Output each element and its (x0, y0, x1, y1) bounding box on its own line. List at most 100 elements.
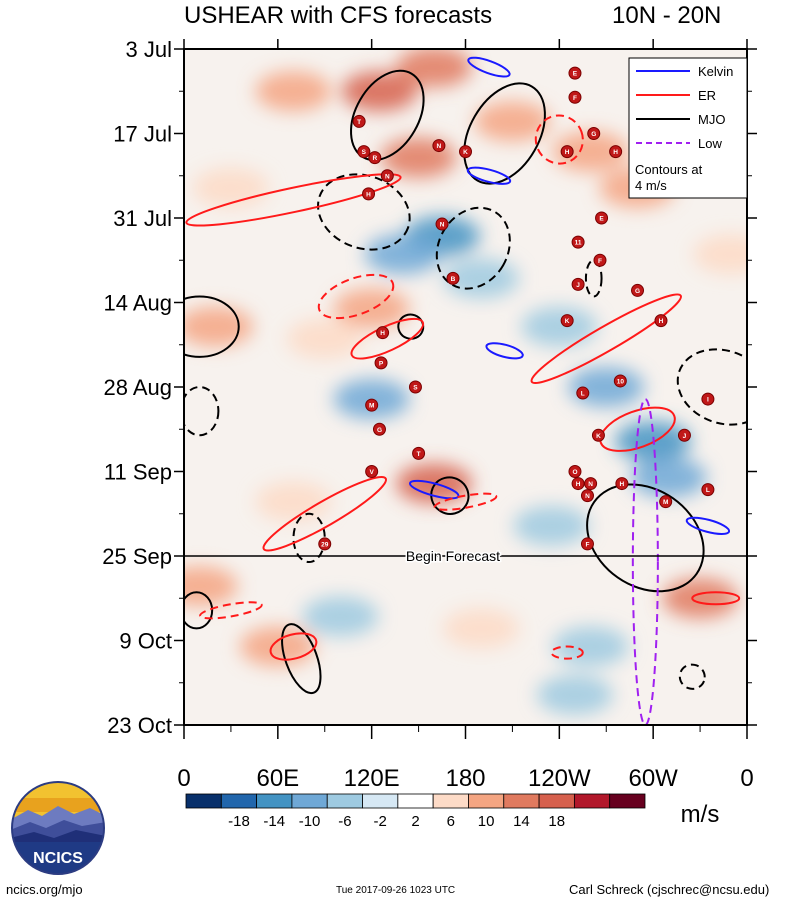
storm-marker-label: K (463, 149, 468, 156)
logo-text: NCICS (33, 850, 83, 867)
storm-marker-label: P (379, 360, 384, 367)
storm-marker: R (368, 151, 382, 165)
storm-marker: H (571, 477, 585, 491)
storm-marker-dot (318, 537, 332, 551)
colorbar-tick-label: -2 (374, 813, 387, 830)
storm-marker-dot (584, 477, 598, 491)
colorbar: -18 -14 -10 -6 -2 2 6 10 14 18 m/s (185, 793, 719, 830)
shading-cell (552, 626, 629, 667)
storm-marker-label: R (372, 155, 377, 162)
colorbar-tick-label: 2 (411, 813, 419, 830)
storm-marker: O (568, 465, 582, 478)
storm-marker-dot (352, 114, 366, 128)
y-axis: 3 Jul 17 Jul 31 Jul 14 Aug 28 Aug 11 Sep 25 Se… (102, 37, 757, 738)
y-tick-label: 9 Oct (119, 629, 172, 654)
storm-marker: F (593, 253, 607, 267)
colorbar-swatch (362, 793, 399, 809)
storm-marker-label: H (366, 191, 371, 198)
storm-marker-label: L (706, 487, 710, 494)
storm-marker: S (408, 380, 422, 394)
storm-marker: F (568, 90, 582, 104)
shading-cell (255, 71, 332, 112)
storm-marker: N (435, 217, 449, 231)
er-contour (534, 114, 584, 165)
storm-marker-label: T (357, 119, 361, 126)
y-tick-label: 25 Sep (102, 544, 172, 569)
colorbar-tick-label: -18 (228, 813, 250, 830)
storm-marker-label: 29 (321, 541, 329, 548)
storm-marker-dot (365, 398, 379, 412)
x-axis: 0 60E 120E 180 120W 60W 0 (177, 39, 754, 792)
storm-marker-dot (701, 392, 715, 406)
region-label: 10N - 20N (612, 2, 722, 29)
storm-marker-label: I (707, 397, 709, 404)
storm-marker-label: V (369, 469, 374, 476)
storm-marker-dot (374, 356, 388, 370)
storm-marker-label: N (437, 143, 442, 150)
legend-label: Low (698, 136, 722, 151)
storm-marker: B (446, 271, 460, 285)
storm-marker-dot (659, 495, 673, 509)
storm-marker-dot (677, 428, 691, 442)
storm-marker: H (362, 187, 376, 201)
storm-marker-label: N (585, 493, 590, 500)
storm-marker-label: E (573, 71, 578, 78)
storm-marker-dot (631, 283, 645, 297)
forecast-start-label: Begin Forecast (406, 548, 500, 564)
storm-marker-dot (568, 465, 582, 478)
shading-cell (536, 674, 613, 715)
mjo-contour (281, 623, 322, 695)
storm-marker: J (571, 277, 585, 291)
storm-marker-dot (701, 483, 715, 497)
storm-marker-dot (459, 145, 472, 159)
mjo-contour (586, 483, 705, 593)
storm-marker-label: M (663, 499, 668, 506)
x-tick-label: 120W (528, 765, 591, 792)
storm-marker-dot (580, 537, 594, 551)
storm-marker-label: H (576, 481, 581, 488)
storm-marker-label: H (380, 330, 385, 337)
shading-cell (630, 457, 707, 498)
x-tick-label: 180 (445, 765, 485, 792)
mjo-contour (676, 348, 747, 426)
footer-author: Carl Schreck (cjschrec@ncsu.edu) (569, 882, 770, 897)
x-tick-label: 0 (177, 765, 190, 792)
storm-marker-dot (560, 314, 574, 328)
storm-marker: M (659, 495, 673, 509)
shading-cell (184, 566, 238, 607)
mjo-contour (184, 386, 220, 437)
storm-marker-dot (357, 145, 371, 159)
storm-marker-dot (380, 169, 394, 183)
shading-cell (513, 505, 590, 546)
storm-marker-label: H (659, 318, 664, 325)
storm-marker-label: B (451, 276, 456, 283)
colorbar-swatch (432, 793, 469, 809)
shading-cell (255, 481, 332, 522)
x-tick-label: 120E (344, 765, 400, 792)
er-contour (433, 492, 498, 511)
storm-marker-label: H (613, 149, 618, 156)
colorbar-tick-label: -14 (263, 813, 285, 830)
colorbar-swatch (503, 793, 540, 809)
storm-marker: N (432, 139, 446, 153)
y-tick-label: 11 Sep (104, 460, 172, 485)
storm-marker: H (615, 477, 629, 491)
storm-marker-label: G (377, 427, 382, 434)
storm-marker: L (701, 483, 715, 497)
mjo-contour (463, 82, 546, 185)
storm-marker: E (568, 66, 582, 80)
storm-marker: K (560, 314, 574, 328)
storm-marker-label: K (596, 433, 601, 440)
shading-cell (333, 288, 410, 329)
storm-marker-label: M (369, 403, 374, 410)
storm-marker-dot (591, 428, 605, 442)
colorbar-tick-label: -10 (299, 813, 321, 830)
storm-marker: N (580, 489, 594, 503)
colorbar-tick-label: 6 (447, 813, 455, 830)
shading-cell (239, 626, 316, 667)
storm-marker: F (580, 537, 594, 551)
shading-cell (568, 367, 645, 407)
shading-cell (521, 306, 598, 347)
kelvin-contour (467, 56, 511, 78)
mjo-contour (678, 663, 706, 690)
